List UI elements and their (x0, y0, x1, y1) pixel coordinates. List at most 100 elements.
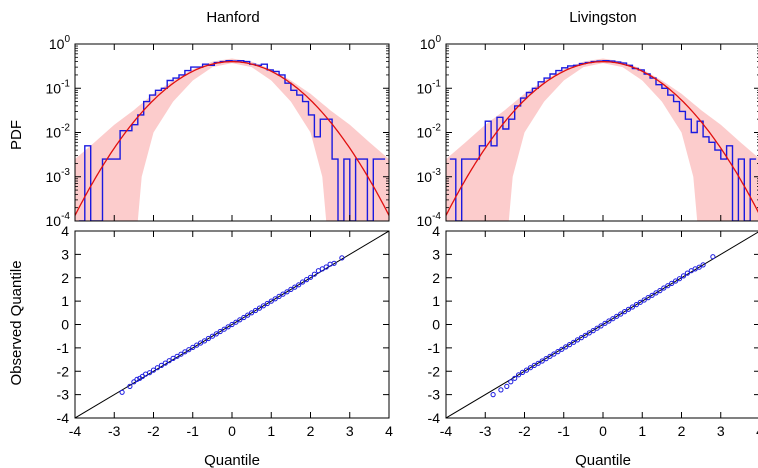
panel-frame (445, 43, 758, 222)
panel-top-right: 100 10-1 10-2 10-3 10-4 (417, 34, 758, 229)
qq-point (256, 305, 263, 311)
qq-point (280, 291, 286, 297)
y-tick-label: -4 (428, 410, 441, 426)
x-tick-label: -4 (69, 423, 82, 439)
qq-point (304, 277, 310, 283)
qq-point (598, 323, 604, 329)
qq-point (673, 278, 679, 284)
panel-frame (74, 230, 390, 419)
qq-point (512, 375, 518, 381)
qq-point (127, 383, 133, 389)
qq-point (213, 331, 219, 337)
qq-point (710, 254, 716, 260)
qq-point (551, 351, 557, 357)
y-tick-label: 3 (61, 246, 69, 262)
qq-point (696, 264, 702, 270)
reference-line (75, 231, 389, 418)
qq-point (268, 298, 274, 304)
qq-point (272, 296, 278, 302)
qq-point (229, 321, 235, 328)
qq-point (323, 264, 329, 270)
y-tick-label: -2 (57, 363, 70, 379)
qq-point (252, 307, 259, 314)
plot-area (446, 58, 758, 221)
qq-point (296, 282, 302, 288)
x-tick-label: 2 (307, 423, 315, 439)
qq-point (633, 302, 640, 308)
plot-area (75, 231, 389, 418)
plot-area (446, 231, 758, 418)
qq-point (516, 372, 522, 378)
confidence-band (446, 58, 758, 221)
panel-bottom-right: 4 3 2 1 0 -1 -2 -3 -4-4 -3 -2 -1 0 1 2 3 4 (428, 223, 758, 439)
qq-point (134, 376, 140, 382)
qq-point (217, 328, 223, 335)
qq-point (610, 316, 616, 322)
qq-point (582, 332, 588, 338)
qq-point (241, 314, 247, 321)
x-axis-label-quantile-right: Quantile (575, 452, 631, 468)
y-tick-label: 2 (432, 270, 440, 286)
qq-point (508, 379, 514, 385)
qq-point (233, 319, 239, 325)
qq-point (237, 317, 243, 323)
qq-point (331, 260, 337, 266)
qq-point (578, 335, 585, 341)
x-tick-label: 4 (756, 423, 758, 439)
qq-point (531, 362, 537, 368)
qq-point (201, 338, 208, 344)
histogram-steps (449, 60, 757, 221)
qq-point (657, 288, 663, 294)
qq-point (665, 283, 671, 289)
qq-point (150, 367, 157, 373)
panel-frame (74, 43, 390, 222)
qq-point (190, 344, 196, 350)
y-tick-label: 0 (61, 317, 69, 333)
qq-point (221, 326, 227, 332)
qq-point (590, 328, 596, 334)
x-tick-label: 1 (267, 423, 275, 439)
qq-point (559, 346, 565, 352)
qq-point (669, 280, 675, 286)
qq-point (260, 303, 266, 309)
qq-point (154, 365, 160, 371)
y-tick-label: 100 (49, 34, 71, 52)
qq-point (186, 347, 192, 353)
qq-point (490, 392, 496, 398)
qq-point (194, 342, 200, 348)
qq-point (182, 349, 188, 355)
x-tick-label: 0 (228, 423, 236, 439)
y-tick-label: -3 (428, 387, 441, 403)
qq-point (245, 312, 251, 318)
qq-point (300, 279, 306, 285)
qq-point (535, 360, 541, 366)
x-tick-label: -2 (518, 423, 531, 439)
y-tick-label: 4 (432, 223, 440, 239)
x-tick-label: -3 (108, 423, 121, 439)
y-tick-label: 0 (432, 317, 440, 333)
qq-point (166, 358, 172, 364)
panels: 10010-110-210-310-410010-110-210-310-443… (46, 34, 758, 439)
qq-point (629, 304, 636, 310)
qq-point (498, 387, 504, 393)
qq-point (637, 299, 643, 305)
x-tick-label: 2 (678, 423, 686, 439)
y-tick-label: 10-3 (46, 167, 71, 185)
qq-point (288, 286, 294, 292)
qq-point (319, 266, 325, 272)
qq-point (147, 370, 153, 376)
y-axis-label-pdf: PDF (8, 120, 25, 150)
qq-point (625, 306, 632, 312)
confidence-band (75, 58, 389, 221)
normal-pdf-curve (446, 61, 758, 216)
qq-point (555, 349, 561, 355)
y-tick-label: 3 (432, 246, 440, 262)
plot-area (75, 58, 389, 221)
x-tick-label: 3 (717, 423, 725, 439)
y-tick-label: 10-2 (46, 123, 71, 141)
qq-point (586, 330, 592, 336)
qq-point (519, 369, 526, 375)
y-axis-label-observed-quantile: Observed Quantile (8, 260, 25, 385)
x-tick-label: -2 (147, 423, 160, 439)
